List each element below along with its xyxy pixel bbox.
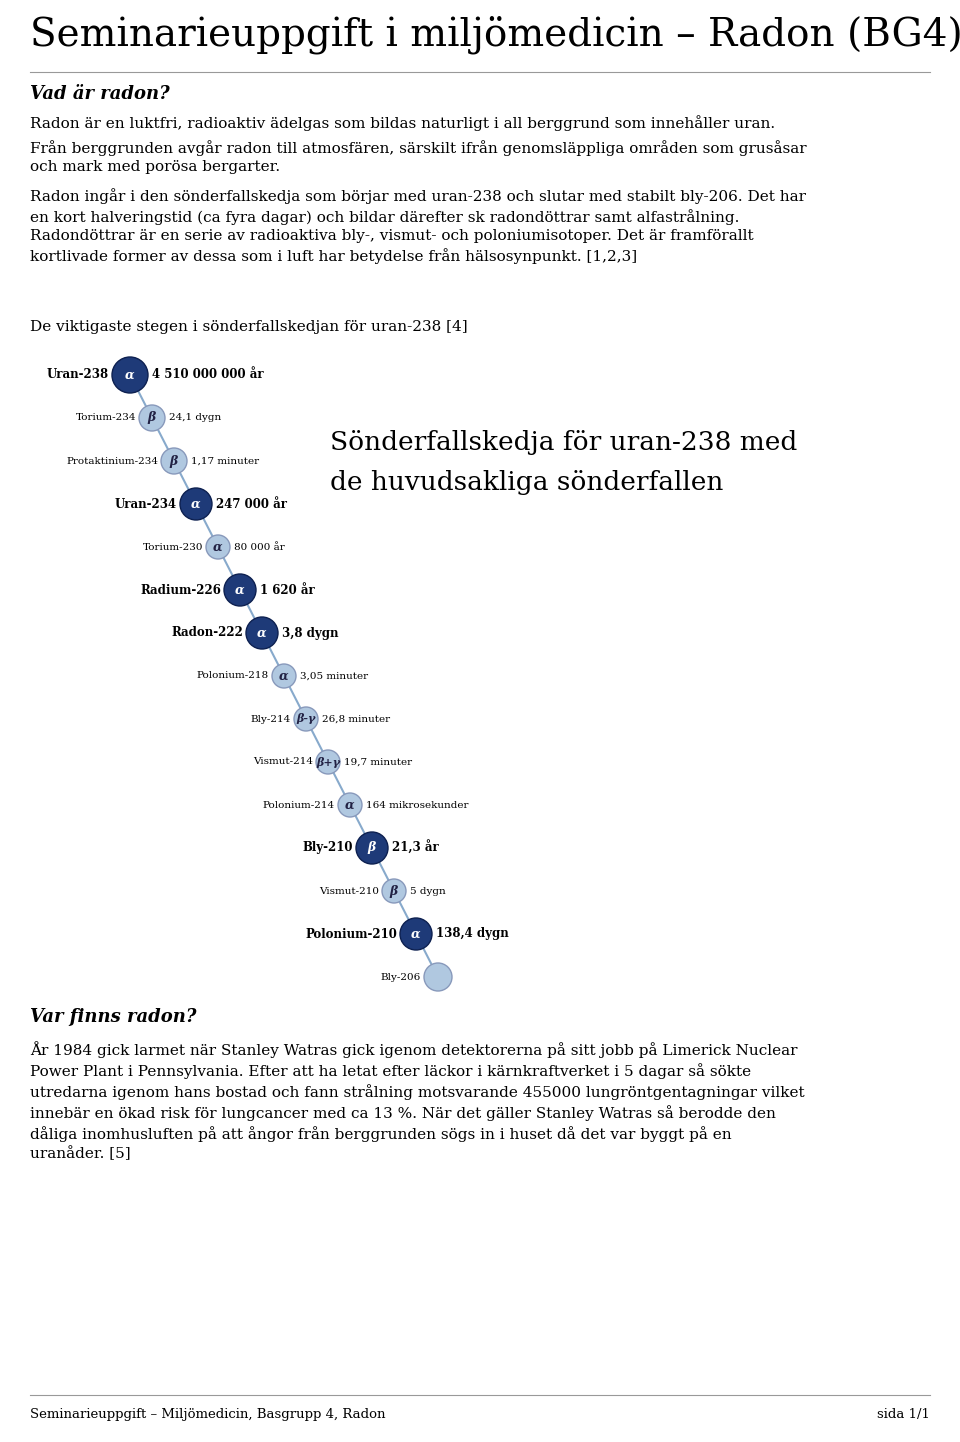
Text: β: β <box>148 411 156 424</box>
Text: β: β <box>170 454 179 467</box>
Circle shape <box>161 448 187 474</box>
Text: 80 000 år: 80 000 år <box>234 542 285 551</box>
Text: Seminarieuppgift i miljömedicin – Radon (BG4): Seminarieuppgift i miljömedicin – Radon … <box>30 14 960 53</box>
Text: α: α <box>125 369 134 382</box>
Text: Uran-234: Uran-234 <box>115 497 177 510</box>
Text: 3,05 minuter: 3,05 minuter <box>300 672 368 681</box>
Text: α: α <box>235 584 245 597</box>
Circle shape <box>112 358 148 394</box>
Text: β+γ: β+γ <box>316 757 340 767</box>
Text: 247 000 år: 247 000 år <box>216 497 287 510</box>
Circle shape <box>272 663 296 688</box>
Circle shape <box>338 793 362 818</box>
Text: Radium-226: Radium-226 <box>140 584 221 597</box>
Text: 24,1 dygn: 24,1 dygn <box>169 414 221 423</box>
Text: Från berggrunden avgår radon till atmosfären, särskilt ifrån genomsläppliga områ: Från berggrunden avgår radon till atmosf… <box>30 140 806 174</box>
Circle shape <box>206 535 230 559</box>
Text: 5 dygn: 5 dygn <box>410 887 445 895</box>
Circle shape <box>224 574 256 606</box>
Text: Seminarieuppgift – Miljömedicin, Basgrupp 4, Radon: Seminarieuppgift – Miljömedicin, Basgrup… <box>30 1407 386 1420</box>
Text: α: α <box>191 497 201 510</box>
Text: 21,3 år: 21,3 år <box>392 841 439 855</box>
Text: Sönderfallskedja för uran-238 med: Sönderfallskedja för uran-238 med <box>330 430 797 456</box>
Text: Radon ingår i den sönderfallskedja som börjar med uran-238 och slutar med stabil: Radon ingår i den sönderfallskedja som b… <box>30 187 806 264</box>
Text: α: α <box>257 626 267 639</box>
Text: α: α <box>411 927 420 940</box>
Circle shape <box>294 707 318 731</box>
Text: Var finns radon?: Var finns radon? <box>30 1008 197 1027</box>
Circle shape <box>180 487 212 521</box>
Text: Polonium-218: Polonium-218 <box>197 672 269 681</box>
Circle shape <box>139 405 165 431</box>
Circle shape <box>424 963 452 991</box>
Text: Bly-214: Bly-214 <box>251 714 291 724</box>
Text: 3,8 dygn: 3,8 dygn <box>282 626 339 639</box>
Circle shape <box>316 750 340 774</box>
Text: Polonium-214: Polonium-214 <box>263 800 335 809</box>
Text: α: α <box>346 799 355 812</box>
Text: sida 1/1: sida 1/1 <box>877 1407 930 1420</box>
Text: Protaktinium-234: Protaktinium-234 <box>66 457 158 466</box>
Text: de huvudsakliga sönderfallen: de huvudsakliga sönderfallen <box>330 470 724 495</box>
Circle shape <box>356 832 388 864</box>
Text: α: α <box>213 541 223 554</box>
Text: Bly-210: Bly-210 <box>302 842 353 855</box>
Text: 19,7 minuter: 19,7 minuter <box>344 757 412 767</box>
Text: 1 620 år: 1 620 år <box>260 584 315 597</box>
Text: 1,17 minuter: 1,17 minuter <box>191 457 259 466</box>
Text: Radon är en luktfri, radioaktiv ädelgas som bildas naturligt i all berggrund som: Radon är en luktfri, radioaktiv ädelgas … <box>30 115 775 131</box>
Text: Torium-230: Torium-230 <box>142 542 203 551</box>
Text: β-γ: β-γ <box>297 714 316 724</box>
Text: Vad är radon?: Vad är radon? <box>30 85 170 102</box>
Text: 164 mikrosekunder: 164 mikrosekunder <box>366 800 468 809</box>
Text: 26,8 minuter: 26,8 minuter <box>322 714 390 724</box>
Text: Torium-234: Torium-234 <box>76 414 136 423</box>
Text: 138,4 dygn: 138,4 dygn <box>436 927 509 940</box>
Text: De viktigaste stegen i sönderfallskedjan för uran-238 [4]: De viktigaste stegen i sönderfallskedjan… <box>30 320 468 335</box>
Text: α: α <box>279 669 289 682</box>
Text: Uran-238: Uran-238 <box>47 369 109 382</box>
Text: År 1984 gick larmet när Stanley Watras gick igenom detektorerna på sitt jobb på : År 1984 gick larmet när Stanley Watras g… <box>30 1041 804 1161</box>
Text: Vismut-210: Vismut-210 <box>319 887 379 895</box>
Text: Polonium-210: Polonium-210 <box>305 927 397 940</box>
Text: Bly-206: Bly-206 <box>381 972 421 982</box>
Text: β: β <box>368 842 376 855</box>
Text: Vismut-214: Vismut-214 <box>253 757 313 767</box>
Text: 4 510 000 000 år: 4 510 000 000 år <box>152 369 264 382</box>
Text: Radon-222: Radon-222 <box>171 626 243 639</box>
Circle shape <box>246 617 278 649</box>
Circle shape <box>400 919 432 950</box>
Circle shape <box>382 880 406 903</box>
Text: β: β <box>390 884 398 897</box>
